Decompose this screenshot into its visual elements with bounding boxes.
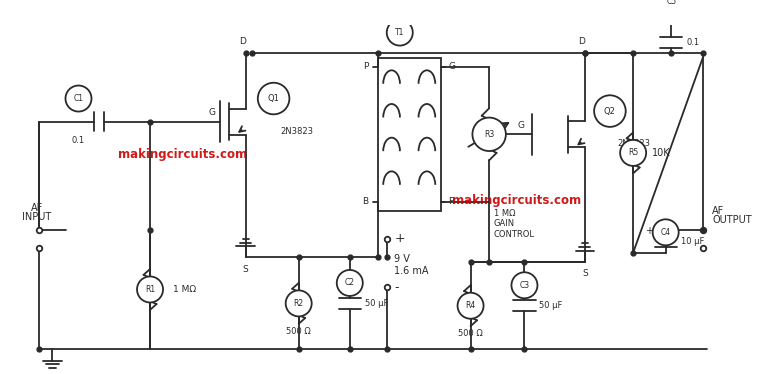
Text: 50 μF: 50 μF	[365, 299, 388, 308]
Circle shape	[137, 276, 163, 303]
Text: AF: AF	[31, 203, 43, 213]
Text: 0.1: 0.1	[72, 136, 85, 145]
Text: 9 V: 9 V	[395, 254, 410, 264]
Text: 2N3823: 2N3823	[280, 126, 313, 135]
Text: 10K: 10K	[652, 148, 670, 158]
Text: T1: T1	[395, 28, 405, 37]
Text: 10 μF: 10 μF	[680, 237, 704, 246]
Text: Q2: Q2	[604, 107, 616, 116]
Text: 1 MΩ: 1 MΩ	[174, 285, 197, 294]
Text: 500 Ω: 500 Ω	[458, 329, 483, 338]
Text: C4: C4	[660, 228, 670, 237]
Text: G: G	[209, 108, 216, 117]
Text: OUTPUT: OUTPUT	[712, 215, 752, 225]
Text: G: G	[517, 121, 525, 130]
Text: INPUT: INPUT	[22, 212, 51, 222]
Circle shape	[337, 270, 362, 296]
Text: Q1: Q1	[268, 94, 280, 103]
Circle shape	[472, 117, 506, 151]
Text: D: D	[240, 37, 247, 46]
Text: B: B	[362, 197, 369, 206]
Text: C3: C3	[519, 281, 529, 290]
Circle shape	[65, 86, 91, 111]
Text: R2: R2	[293, 299, 303, 308]
Text: AF: AF	[712, 206, 724, 215]
Text: makingcircuits.com: makingcircuits.com	[118, 148, 247, 161]
Circle shape	[658, 0, 684, 15]
Circle shape	[258, 83, 290, 114]
Circle shape	[511, 272, 538, 298]
Text: S: S	[582, 270, 588, 279]
Text: R4: R4	[465, 301, 475, 310]
Text: R3: R3	[484, 130, 495, 139]
Text: 2N3823: 2N3823	[617, 139, 650, 148]
Text: C5: C5	[666, 0, 677, 6]
Circle shape	[387, 19, 412, 46]
Text: S: S	[243, 265, 249, 274]
Circle shape	[286, 290, 312, 316]
Text: CONTROL: CONTROL	[494, 230, 535, 239]
Text: D: D	[578, 37, 585, 46]
Text: 0.1: 0.1	[686, 38, 699, 47]
Text: 500 Ω: 500 Ω	[286, 327, 311, 335]
Text: +: +	[395, 232, 405, 245]
Text: GAIN: GAIN	[494, 219, 515, 228]
Text: P: P	[363, 62, 369, 71]
Text: R5: R5	[628, 148, 638, 157]
Circle shape	[458, 293, 484, 319]
Text: 1 MΩ: 1 MΩ	[494, 209, 515, 218]
Text: 50 μF: 50 μF	[539, 301, 563, 310]
Text: C1: C1	[74, 94, 84, 103]
Text: G: G	[449, 62, 455, 71]
Text: +: +	[644, 226, 653, 236]
Circle shape	[620, 140, 646, 166]
Circle shape	[594, 95, 626, 127]
Text: makingcircuits.com: makingcircuits.com	[452, 194, 581, 207]
Text: R1: R1	[145, 285, 155, 294]
Text: F: F	[449, 197, 453, 206]
Text: 1.6 mA: 1.6 mA	[395, 266, 429, 276]
Circle shape	[653, 219, 679, 245]
Text: -: -	[395, 280, 399, 294]
Text: C2: C2	[345, 279, 355, 288]
